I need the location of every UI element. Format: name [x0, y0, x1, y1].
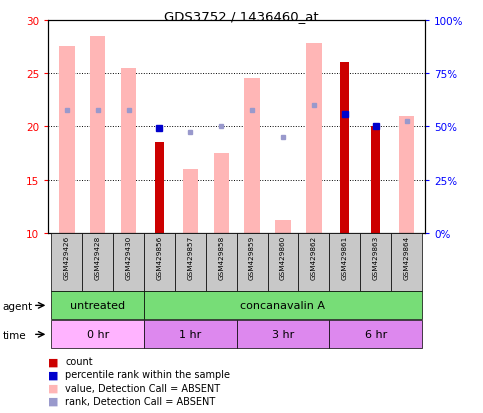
Text: GSM429860: GSM429860: [280, 235, 286, 279]
Text: GDS3752 / 1436460_at: GDS3752 / 1436460_at: [164, 10, 319, 23]
Text: 6 hr: 6 hr: [365, 330, 387, 339]
Text: GSM429859: GSM429859: [249, 235, 255, 279]
Text: ■: ■: [48, 356, 59, 366]
Bar: [360, 233, 391, 291]
Text: 0 hr: 0 hr: [86, 330, 109, 339]
Text: agent: agent: [2, 301, 32, 311]
Text: GSM429430: GSM429430: [126, 235, 131, 279]
Bar: [51, 233, 82, 291]
Bar: [329, 320, 422, 349]
Text: untreated: untreated: [70, 301, 125, 311]
Text: GSM429856: GSM429856: [156, 235, 162, 279]
Text: rank, Detection Call = ABSENT: rank, Detection Call = ABSENT: [65, 396, 215, 406]
Bar: [113, 233, 144, 291]
Text: 1 hr: 1 hr: [179, 330, 201, 339]
Text: GSM429861: GSM429861: [342, 235, 348, 279]
Bar: [213, 154, 229, 233]
Text: GSM429857: GSM429857: [187, 235, 193, 279]
Bar: [51, 292, 144, 320]
Bar: [206, 233, 237, 291]
Text: time: time: [2, 330, 26, 340]
Bar: [183, 169, 198, 233]
Bar: [59, 47, 74, 233]
Text: GSM429428: GSM429428: [95, 235, 101, 279]
Bar: [90, 37, 105, 233]
Bar: [391, 233, 422, 291]
Bar: [155, 143, 164, 233]
Bar: [341, 63, 349, 233]
Text: GSM429426: GSM429426: [64, 235, 70, 279]
Bar: [399, 116, 414, 233]
Text: GSM429864: GSM429864: [403, 235, 410, 279]
Text: GSM429858: GSM429858: [218, 235, 224, 279]
Bar: [175, 233, 206, 291]
Text: concanavalin A: concanavalin A: [241, 301, 326, 311]
Bar: [237, 320, 329, 349]
Text: value, Detection Call = ABSENT: value, Detection Call = ABSENT: [65, 383, 220, 393]
Bar: [144, 233, 175, 291]
Bar: [244, 79, 260, 233]
Text: GSM429863: GSM429863: [372, 235, 379, 279]
Bar: [306, 44, 322, 233]
Text: ■: ■: [48, 383, 59, 393]
Bar: [144, 320, 237, 349]
Text: 3 hr: 3 hr: [272, 330, 294, 339]
Bar: [237, 233, 268, 291]
Text: ■: ■: [48, 396, 59, 406]
Text: ■: ■: [48, 370, 59, 380]
Bar: [121, 69, 136, 233]
Text: percentile rank within the sample: percentile rank within the sample: [65, 370, 230, 380]
Bar: [298, 233, 329, 291]
Bar: [144, 292, 422, 320]
Bar: [82, 233, 113, 291]
Bar: [268, 233, 298, 291]
Bar: [51, 320, 144, 349]
Text: GSM429862: GSM429862: [311, 235, 317, 279]
Bar: [275, 221, 291, 233]
Bar: [329, 233, 360, 291]
Bar: [371, 127, 380, 233]
Text: count: count: [65, 356, 93, 366]
